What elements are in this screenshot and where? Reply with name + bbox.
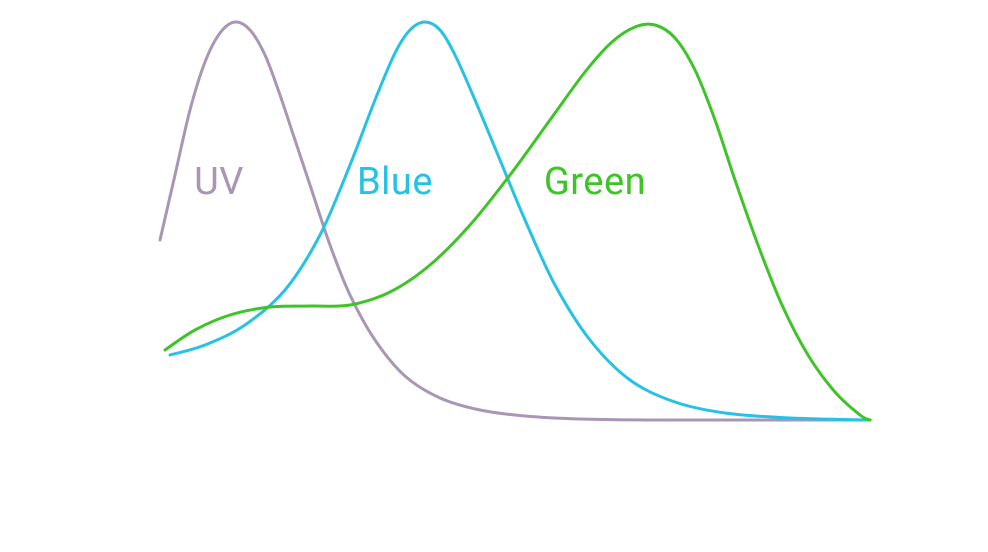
chart-svg <box>0 0 988 552</box>
spectral-sensitivity-chart: UVBlueGreen <box>0 0 988 552</box>
curve-uv <box>160 22 870 420</box>
curve-green <box>165 24 870 420</box>
